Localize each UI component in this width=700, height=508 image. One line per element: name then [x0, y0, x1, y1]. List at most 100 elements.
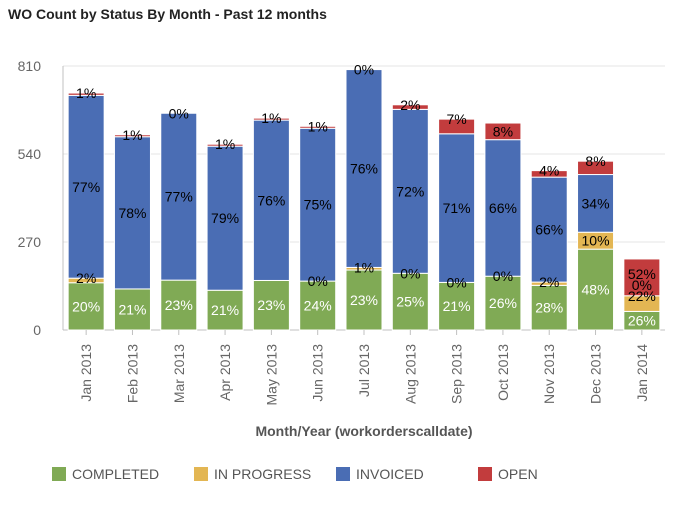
bar-segment-completed — [299, 280, 337, 331]
data-label: 8% — [493, 123, 513, 139]
data-label: 21% — [443, 298, 471, 314]
legend-swatch-in-progress — [194, 467, 208, 481]
bar-segment-open — [484, 122, 522, 141]
bar-segment-invoiced — [113, 136, 151, 290]
legend-swatch-completed — [52, 467, 66, 481]
legend-swatch-invoiced — [336, 467, 350, 481]
bar-segment-open — [252, 117, 290, 121]
bar-segment-invoiced — [391, 108, 429, 274]
data-label: 78% — [118, 205, 146, 221]
y-tick-label: 0 — [33, 322, 41, 338]
chart-legend: COMPLETED IN PROGRESS INVOICED OPEN — [52, 466, 620, 482]
x-tick-label: Jun 2013 — [310, 344, 326, 402]
legend-item-completed[interactable]: COMPLETED — [52, 466, 194, 482]
data-label: 28% — [535, 300, 563, 316]
bar-segment-open — [67, 92, 105, 96]
data-label: 66% — [489, 200, 517, 216]
data-label: 1% — [308, 118, 328, 134]
data-label: 0% — [400, 265, 420, 281]
legend-item-in-progress[interactable]: IN PROGRESS — [194, 466, 336, 482]
bar-segment-invoiced — [577, 174, 615, 233]
data-label: 1% — [354, 259, 374, 275]
x-tick-label: Jul 2013 — [356, 344, 372, 397]
data-label: 22% — [628, 288, 656, 304]
data-label: 1% — [76, 85, 96, 101]
data-label: 66% — [535, 222, 563, 238]
data-label: 0% — [632, 277, 652, 293]
data-label: 1% — [261, 110, 281, 126]
legend-item-invoiced[interactable]: INVOICED — [336, 466, 478, 482]
x-tick-label: Nov 2013 — [541, 344, 557, 404]
data-label: 25% — [396, 294, 424, 310]
y-tick-label: 270 — [18, 234, 42, 250]
legend-label-open: OPEN — [498, 466, 538, 482]
data-label: 7% — [446, 111, 466, 127]
data-label: 2% — [76, 270, 96, 286]
bar-segment-completed — [530, 284, 568, 331]
data-label: 24% — [304, 298, 332, 314]
bar-segment-open — [391, 104, 429, 110]
data-label: 0% — [354, 62, 374, 78]
data-label: 76% — [350, 161, 378, 177]
legend-label-completed: COMPLETED — [72, 466, 160, 482]
data-label: 20% — [72, 298, 100, 314]
bar-segment-completed — [391, 272, 429, 331]
bar-segment-invoiced — [299, 127, 337, 282]
data-label: 0% — [308, 273, 328, 289]
data-label: 2% — [539, 274, 559, 290]
data-label: 1% — [122, 127, 142, 143]
x-tick-label: Jan 2014 — [634, 344, 650, 402]
data-label: 75% — [304, 197, 332, 213]
x-tick-label: Aug 2013 — [402, 344, 418, 404]
data-label: 23% — [257, 297, 285, 313]
data-label: 77% — [72, 179, 100, 195]
bar-segment-invoiced — [345, 69, 383, 268]
bar-segment-open — [623, 258, 661, 297]
legend-item-open[interactable]: OPEN — [478, 466, 620, 482]
x-tick-label: Jan 2013 — [78, 344, 94, 402]
data-label: 0% — [493, 268, 513, 284]
bar-segment-completed — [484, 275, 522, 331]
data-label: 2% — [400, 97, 420, 113]
data-label: 34% — [582, 195, 610, 211]
bar-segment-open — [113, 134, 151, 138]
data-label: 1% — [215, 136, 235, 152]
bar-segment-invoiced — [206, 145, 244, 291]
x-tick-label: May 2013 — [263, 344, 279, 406]
data-label: 72% — [396, 183, 424, 199]
legend-label-invoiced: INVOICED — [356, 466, 424, 482]
legend-label-in-progress: IN PROGRESS — [214, 466, 312, 482]
data-label: 21% — [211, 302, 239, 318]
bar-segment-open — [206, 143, 244, 147]
data-label: 52% — [628, 266, 656, 282]
bar-segment-completed — [67, 282, 105, 331]
data-label: 76% — [257, 192, 285, 208]
bar-segment-open — [530, 170, 568, 178]
data-label: 79% — [211, 210, 239, 226]
data-label: 4% — [539, 163, 559, 179]
bar-segment-completed — [577, 248, 615, 331]
x-tick-label: Dec 2013 — [588, 344, 604, 404]
data-label: 48% — [582, 282, 610, 298]
bar-segment-open — [577, 160, 615, 176]
legend-swatch-open — [478, 467, 492, 481]
data-label: 23% — [350, 292, 378, 308]
data-label: 77% — [165, 189, 193, 205]
chart-title: WO Count by Status By Month - Past 12 mo… — [8, 6, 327, 22]
y-tick-label: 540 — [18, 146, 42, 162]
data-label: 21% — [118, 301, 146, 317]
bar-segment-invoiced — [484, 139, 522, 277]
x-tick-label: Feb 2013 — [124, 344, 140, 403]
bar-segment-completed — [438, 281, 476, 331]
bar-segment-completed — [113, 288, 151, 331]
bar-segment-invoiced — [438, 133, 476, 283]
x-axis-title: Month/Year (workorderscalldate) — [255, 423, 472, 439]
x-tick-label: Apr 2013 — [217, 344, 233, 401]
data-label: 71% — [443, 200, 471, 216]
x-tick-label: Sep 2013 — [449, 344, 465, 404]
data-label: 0% — [169, 105, 189, 121]
data-label: 8% — [585, 153, 605, 169]
x-tick-label: Mar 2013 — [171, 344, 187, 403]
x-tick-label: Oct 2013 — [495, 344, 511, 401]
bar-segment-open — [299, 125, 337, 129]
